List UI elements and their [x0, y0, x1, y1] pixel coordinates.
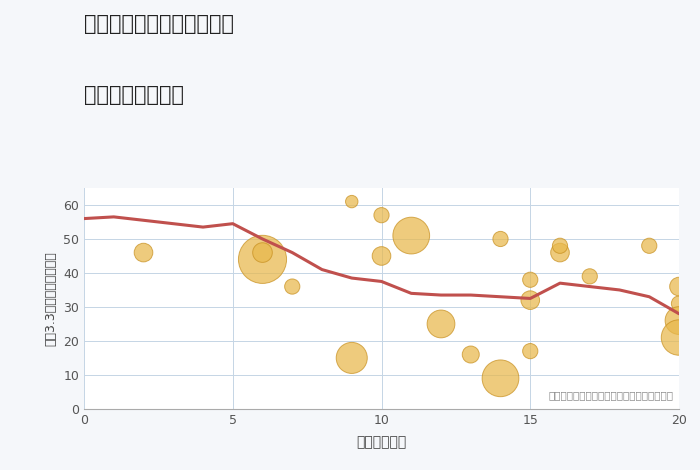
Point — [554, 242, 566, 250]
Point — [584, 273, 595, 280]
Point — [346, 354, 357, 362]
Text: 駅距離別土地価格: 駅距離別土地価格 — [84, 85, 184, 105]
Point — [376, 252, 387, 260]
Point — [257, 256, 268, 263]
Point — [525, 276, 536, 283]
Point — [346, 198, 357, 205]
Point — [138, 249, 149, 256]
Point — [406, 232, 417, 239]
Point — [495, 235, 506, 243]
Text: 神奈川県伊勢原市西富岡の: 神奈川県伊勢原市西富岡の — [84, 14, 234, 34]
Y-axis label: 坪（3.3㎡）単価（万円）: 坪（3.3㎡）単価（万円） — [45, 251, 57, 346]
Point — [435, 320, 447, 328]
Point — [673, 317, 685, 324]
Point — [525, 297, 536, 304]
Text: 円の大きさは、取引のあった物件面積を示す: 円の大きさは、取引のあった物件面積を示す — [548, 390, 673, 400]
Point — [376, 212, 387, 219]
Point — [644, 242, 655, 250]
Point — [554, 249, 566, 256]
Point — [287, 283, 298, 290]
Point — [495, 375, 506, 382]
Point — [673, 300, 685, 307]
Point — [673, 283, 685, 290]
Point — [465, 351, 476, 358]
Point — [673, 334, 685, 341]
Point — [525, 347, 536, 355]
Point — [257, 249, 268, 256]
X-axis label: 駅距離（分）: 駅距離（分） — [356, 435, 407, 449]
